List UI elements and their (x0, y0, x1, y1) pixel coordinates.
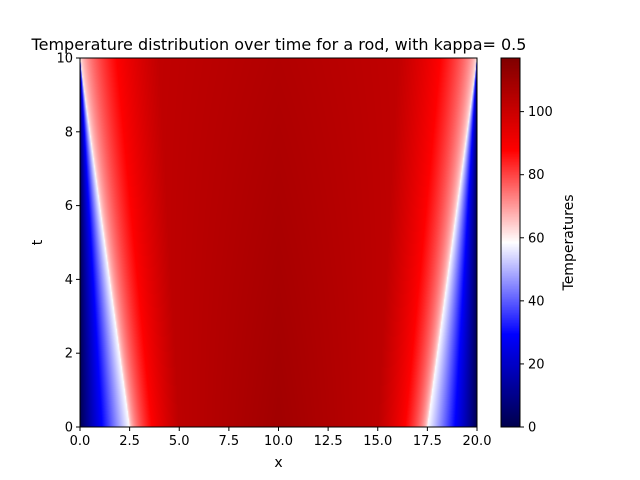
y-tick-label: 0 (65, 421, 73, 436)
colorbar-gradient (501, 58, 520, 427)
x-tick-label: 5.0 (169, 434, 190, 449)
y-tick-label: 10 (56, 52, 73, 67)
y-tick-label: 8 (65, 125, 73, 140)
colorbar-frame (500, 57, 521, 428)
x-axis-ticks: 0.0 2.5 5.0 7.5 10.0 12.5 15.0 17.5 20.0 (70, 427, 492, 449)
x-tick-label: 7.5 (219, 434, 240, 449)
heatmap-field (80, 58, 477, 427)
y-tick-label: 2 (65, 347, 73, 362)
colorbar-ticks: 0 20 40 60 80 100 (520, 105, 553, 436)
x-tick-label: 12.5 (314, 434, 343, 449)
colorbar-label: Temperatures (561, 195, 577, 292)
x-tick-label: 15.0 (363, 434, 392, 449)
colorbar-tick-label: 0 (528, 421, 536, 436)
x-tick-label: 10.0 (264, 434, 293, 449)
x-axis-label: x (274, 455, 282, 471)
colorbar: 0 20 40 60 80 100 Temperatures (500, 57, 577, 436)
x-tick-label: 0.0 (70, 434, 91, 449)
colorbar-tick-label: 20 (528, 357, 545, 372)
x-tick-label: 17.5 (413, 434, 442, 449)
y-axis-ticks: 0 2 4 6 8 10 (56, 52, 80, 436)
x-tick-label: 2.5 (119, 434, 140, 449)
colorbar-tick-label: 100 (528, 105, 553, 120)
y-axis-label: t (30, 239, 46, 245)
colorbar-tick-label: 60 (528, 231, 545, 246)
colorbar-tick-label: 40 (528, 294, 545, 309)
y-tick-label: 6 (65, 199, 73, 214)
colorbar-tick-label: 80 (528, 168, 545, 183)
chart-title: Temperature distribution over time for a… (31, 35, 527, 54)
x-tick-label: 20.0 (463, 434, 492, 449)
y-tick-label: 4 (65, 273, 73, 288)
